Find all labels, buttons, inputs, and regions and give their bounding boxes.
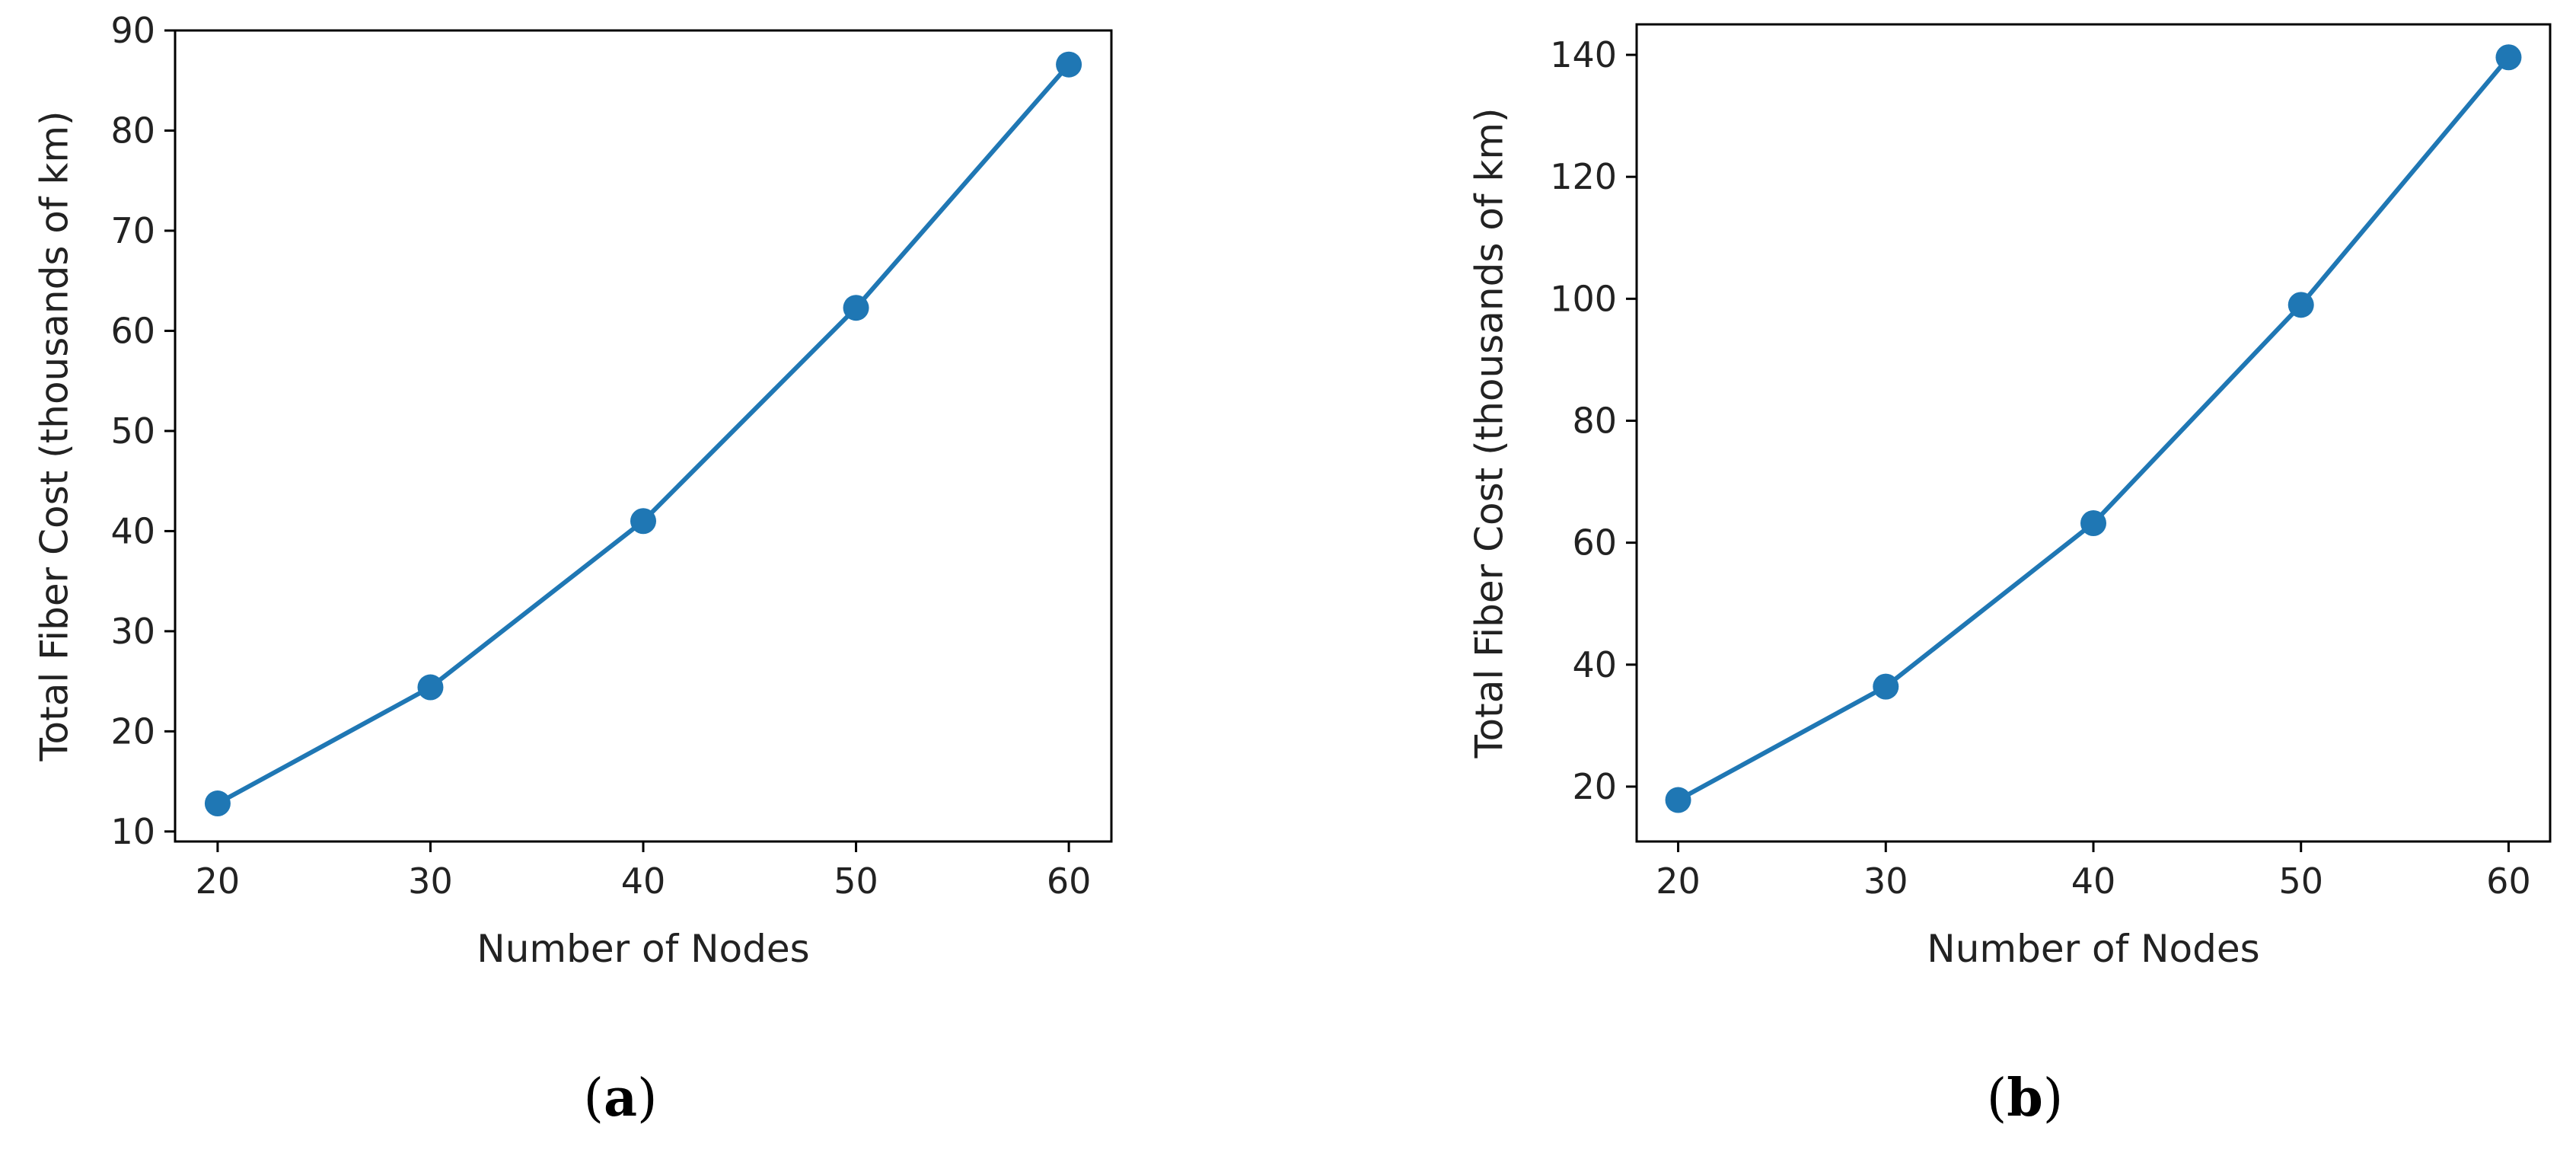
- x-tick-label: 50: [834, 861, 878, 902]
- x-tick-label: 40: [2071, 861, 2116, 902]
- data-point: [2287, 292, 2314, 318]
- series-line-b: [1677, 56, 2511, 803]
- series-line-a: [216, 62, 1071, 806]
- chart-panel-b: 20 40 60 80 100 120 140 20 30 40 50 60 Number of N…: [1468, 23, 2552, 1129]
- y-tick-label: 140: [1550, 34, 1617, 75]
- caption-close-b: ): [2043, 1068, 2064, 1129]
- panel-caption-b: (b): [1987, 1068, 2064, 1129]
- data-point: [843, 295, 869, 321]
- data-points-b: [1665, 44, 2522, 813]
- x-ticks-b: 20 30 40 50 60: [1656, 841, 2531, 902]
- data-points-a: [204, 51, 1082, 817]
- chart-panel-a: 10 20 30 40 50 60 70 80 90 20 30 40 50 60 Number of …: [33, 10, 1113, 1129]
- y-tick-label: 80: [1572, 400, 1617, 441]
- y-ticks-b: 20 40 60 80 100 120 140: [1550, 34, 1637, 807]
- y-tick-label: 40: [1572, 644, 1617, 685]
- y-tick-label: 100: [1550, 278, 1617, 319]
- y-tick-label: 40: [110, 510, 155, 551]
- data-point: [2495, 44, 2522, 71]
- data-point: [630, 508, 656, 535]
- caption-open-a: (: [583, 1068, 604, 1129]
- y-tick-label: 10: [110, 811, 155, 852]
- y-tick-label: 70: [110, 210, 155, 251]
- y-tick-label: 60: [1572, 522, 1617, 564]
- y-tick-label: 120: [1550, 156, 1617, 197]
- data-point: [2080, 510, 2106, 537]
- x-tick-label: 20: [1656, 861, 1701, 902]
- caption-letter-a: a: [604, 1068, 637, 1129]
- x-tick-label: 50: [2278, 861, 2323, 902]
- caption-close-a: ): [637, 1068, 658, 1129]
- x-axis-title-a: Number of Nodes: [477, 927, 809, 971]
- y-tick-label: 90: [110, 10, 155, 51]
- data-point: [1665, 787, 1691, 813]
- panel-caption-a: (a): [583, 1068, 657, 1129]
- data-point: [204, 790, 231, 817]
- plot-frame-b: [1635, 23, 2552, 843]
- plot-frame-a: [174, 29, 1113, 843]
- y-tick-label: 20: [110, 711, 155, 752]
- y-tick-label: 30: [110, 611, 155, 652]
- data-point: [1056, 51, 1082, 78]
- y-axis-title-a: Total Fiber Cost (thousands of km): [33, 110, 77, 762]
- data-point: [1873, 673, 1899, 700]
- data-point: [417, 674, 444, 701]
- y-tick-label: 80: [110, 110, 155, 151]
- y-axis-title-b: Total Fiber Cost (thousands of km): [1468, 107, 1512, 758]
- caption-letter-b: b: [2007, 1068, 2043, 1129]
- x-ticks-a: 20 30 40 50 60: [196, 841, 1092, 902]
- x-tick-label: 30: [1863, 861, 1908, 902]
- x-tick-label: 20: [196, 861, 241, 902]
- y-tick-label: 20: [1572, 766, 1617, 807]
- x-tick-label: 40: [621, 861, 666, 902]
- y-tick-label: 50: [110, 410, 155, 452]
- y-tick-label: 60: [110, 310, 155, 351]
- x-tick-label: 60: [2486, 861, 2531, 902]
- x-axis-title-b: Number of Nodes: [1927, 927, 2259, 971]
- y-ticks-a: 10 20 30 40 50 60 70 80 90: [110, 10, 175, 852]
- caption-open-b: (: [1987, 1068, 2007, 1129]
- x-tick-label: 60: [1047, 861, 1092, 902]
- x-tick-label: 30: [408, 861, 453, 902]
